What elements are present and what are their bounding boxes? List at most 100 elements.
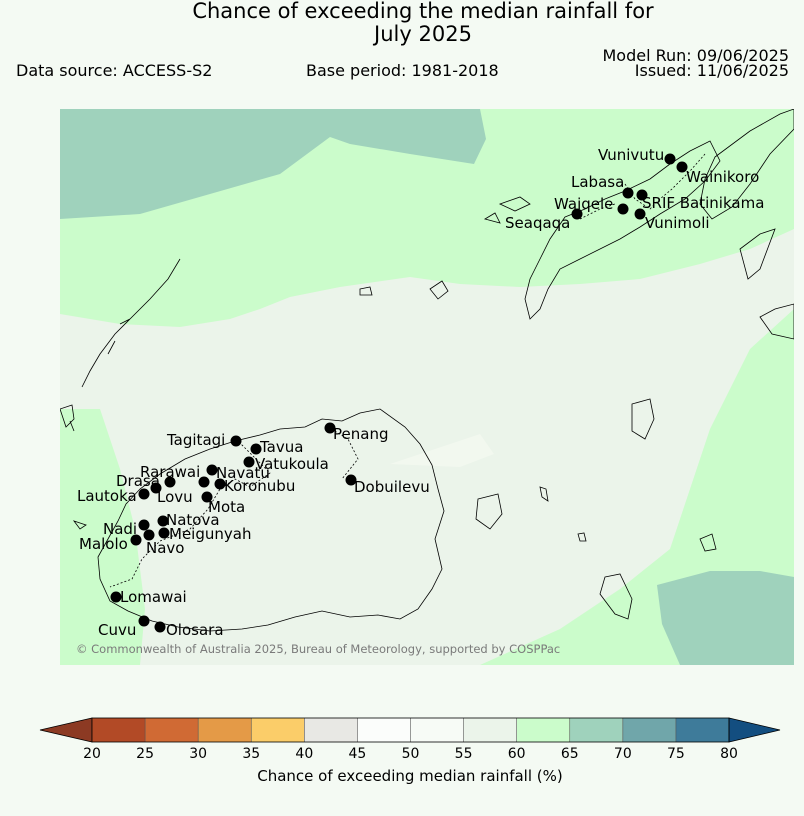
station-marker-drasa (164, 476, 176, 488)
colorbar-tick-label: 65 (561, 746, 579, 762)
fiji-rainfall-map: Vunivutu Wainikoro Labasa SRIF Batinikam… (60, 109, 794, 665)
coastlines (60, 109, 794, 632)
colorbar-cell (410, 718, 465, 742)
station-label-seaqaqa: Seaqaqa (505, 214, 570, 232)
station-marker-nadi (138, 519, 150, 531)
colorbar-extend-high (728, 717, 781, 743)
colorbar-cell (357, 718, 411, 742)
zone-65-70-northwest (60, 109, 486, 219)
colorbar-tick-label: 60 (508, 746, 526, 762)
station-marker-tavua (250, 443, 262, 455)
station-marker-waiqele (617, 203, 629, 215)
station-label-tagitagi: Tagitagi (166, 431, 225, 449)
station-label-vatukoula: Vatukoula (255, 455, 329, 473)
colorbar-extend-low (39, 717, 93, 743)
base-period: Base period: 1981-2018 (306, 61, 499, 80)
station-label-vunivutu: Vunivutu (598, 146, 664, 164)
station-marker-navatu (198, 476, 210, 488)
colorbar-cell (92, 718, 146, 742)
station-marker-meigunyah (158, 527, 170, 539)
colorbar-tick-label: 50 (402, 746, 420, 762)
station-label-cuvu: Cuvu (98, 621, 136, 639)
station-marker-vunimoli (634, 208, 646, 220)
station-marker-tagitagi (230, 435, 242, 447)
northwest-islands-coast (359, 196, 531, 300)
station-marker-dobuilevu (345, 474, 357, 486)
colorbar-tick-label: 55 (455, 746, 473, 762)
colorbar-tick-label: 80 (720, 746, 738, 762)
station-marker-navo (143, 529, 155, 541)
station-label-penang: Penang (333, 425, 388, 443)
data-source: Data source: ACCESS-S2 (16, 61, 213, 80)
colorbar-cell (675, 718, 730, 742)
station-label-vunimoli: Vunimoli (645, 214, 710, 232)
station-marker-labasa (622, 187, 634, 199)
station-marker-natova (157, 515, 169, 527)
station-markers (110, 153, 688, 633)
colorbar-cell (145, 718, 199, 742)
station-marker-lomawai (110, 591, 122, 603)
colorbar: 20 25 30 35 40 45 50 55 60 65 70 75 80 Chance of exc… (39, 717, 781, 785)
colorbar-cells (39, 717, 781, 743)
colorbar-cell (516, 718, 571, 742)
colorbar-label: Chance of exceeding median rainfall (%) (257, 767, 562, 785)
station-label-waiqele: Waiqele (554, 195, 613, 213)
colorbar-tick-label: 20 (83, 746, 101, 762)
station-marker-seaqaqa (571, 208, 583, 220)
colorbar-tick-label: 40 (295, 746, 313, 762)
station-label-malolo: Malolo (79, 535, 128, 553)
station-label-wainikoro: Wainikoro (686, 168, 759, 186)
station-label-meigunyah: Meigunyah (169, 525, 251, 543)
station-label-rarawai: Rarawai (140, 463, 200, 481)
station-marker-malolo (130, 534, 142, 546)
station-label-dobuilevu: Dobuilevu (354, 478, 430, 496)
station-marker-penang (324, 422, 336, 434)
station-label-tavua: Tavua (259, 438, 303, 456)
station-marker-lautoka (138, 488, 150, 500)
colorbar-cell (569, 718, 624, 742)
colorbar-tick-label: 25 (136, 746, 154, 762)
station-marker-koronubu (214, 478, 226, 490)
zone-55-60-west (60, 409, 145, 665)
vanua-levu-coast (524, 140, 721, 320)
colorbar-tick-label: 35 (242, 746, 260, 762)
station-label-natova: Natova (166, 511, 220, 529)
station-label-mota: Mota (208, 498, 245, 516)
issued-date: Issued: 11/06/2025 (634, 61, 789, 80)
station-label-lovu: Lovu (157, 488, 193, 506)
station-label-drasa: Drasa (116, 472, 160, 490)
station-label-lomawai: Lomawai (120, 588, 187, 606)
taveuni-coast (699, 109, 794, 220)
station-label-navo: Navo (146, 539, 184, 557)
colorbar-tick-label: 45 (349, 746, 367, 762)
colorbar-cell (251, 718, 305, 742)
colorbar-cell (463, 718, 518, 742)
colorbar-tick-label: 75 (667, 746, 685, 762)
colorbar-cell (198, 718, 252, 742)
copyright-notice: © Commonwealth of Australia 2025, Bureau… (76, 642, 560, 656)
station-marker-rarawai (206, 464, 218, 476)
chart-title: Chance of exceeding the median rainfall … (0, 0, 804, 46)
station-label-lautoka: Lautoka (77, 487, 137, 505)
station-marker-wainikoro (676, 161, 688, 173)
title-line-1: Chance of exceeding the median rainfall … (192, 0, 654, 23)
station-marker-srif-batinikama (636, 189, 648, 201)
koro-coast (631, 398, 655, 440)
station-marker-olosara (154, 621, 166, 633)
viti-levu-coast (97, 408, 445, 632)
station-marker-cuvu (138, 615, 150, 627)
station-marker-lovu (150, 482, 162, 494)
yasawa-islands-coast (81, 258, 181, 388)
colorbar-outline (91, 717, 730, 743)
station-label-labasa: Labasa (571, 173, 624, 191)
colorbar-ticks: 20 25 30 35 40 45 50 55 60 65 70 75 80 (83, 746, 738, 762)
colorbar-cell (622, 718, 677, 742)
station-marker-mota (201, 491, 213, 503)
colorbar-tick-label: 70 (614, 746, 632, 762)
station-label-olosara: Olosara (166, 621, 224, 639)
station-label-nadi: Nadi (103, 520, 137, 538)
zone-65-70-southeast (657, 571, 794, 665)
title-line-2: July 2025 (374, 22, 472, 46)
gau-coast (599, 573, 633, 620)
station-label-koronubu: Koronubu (224, 477, 295, 495)
